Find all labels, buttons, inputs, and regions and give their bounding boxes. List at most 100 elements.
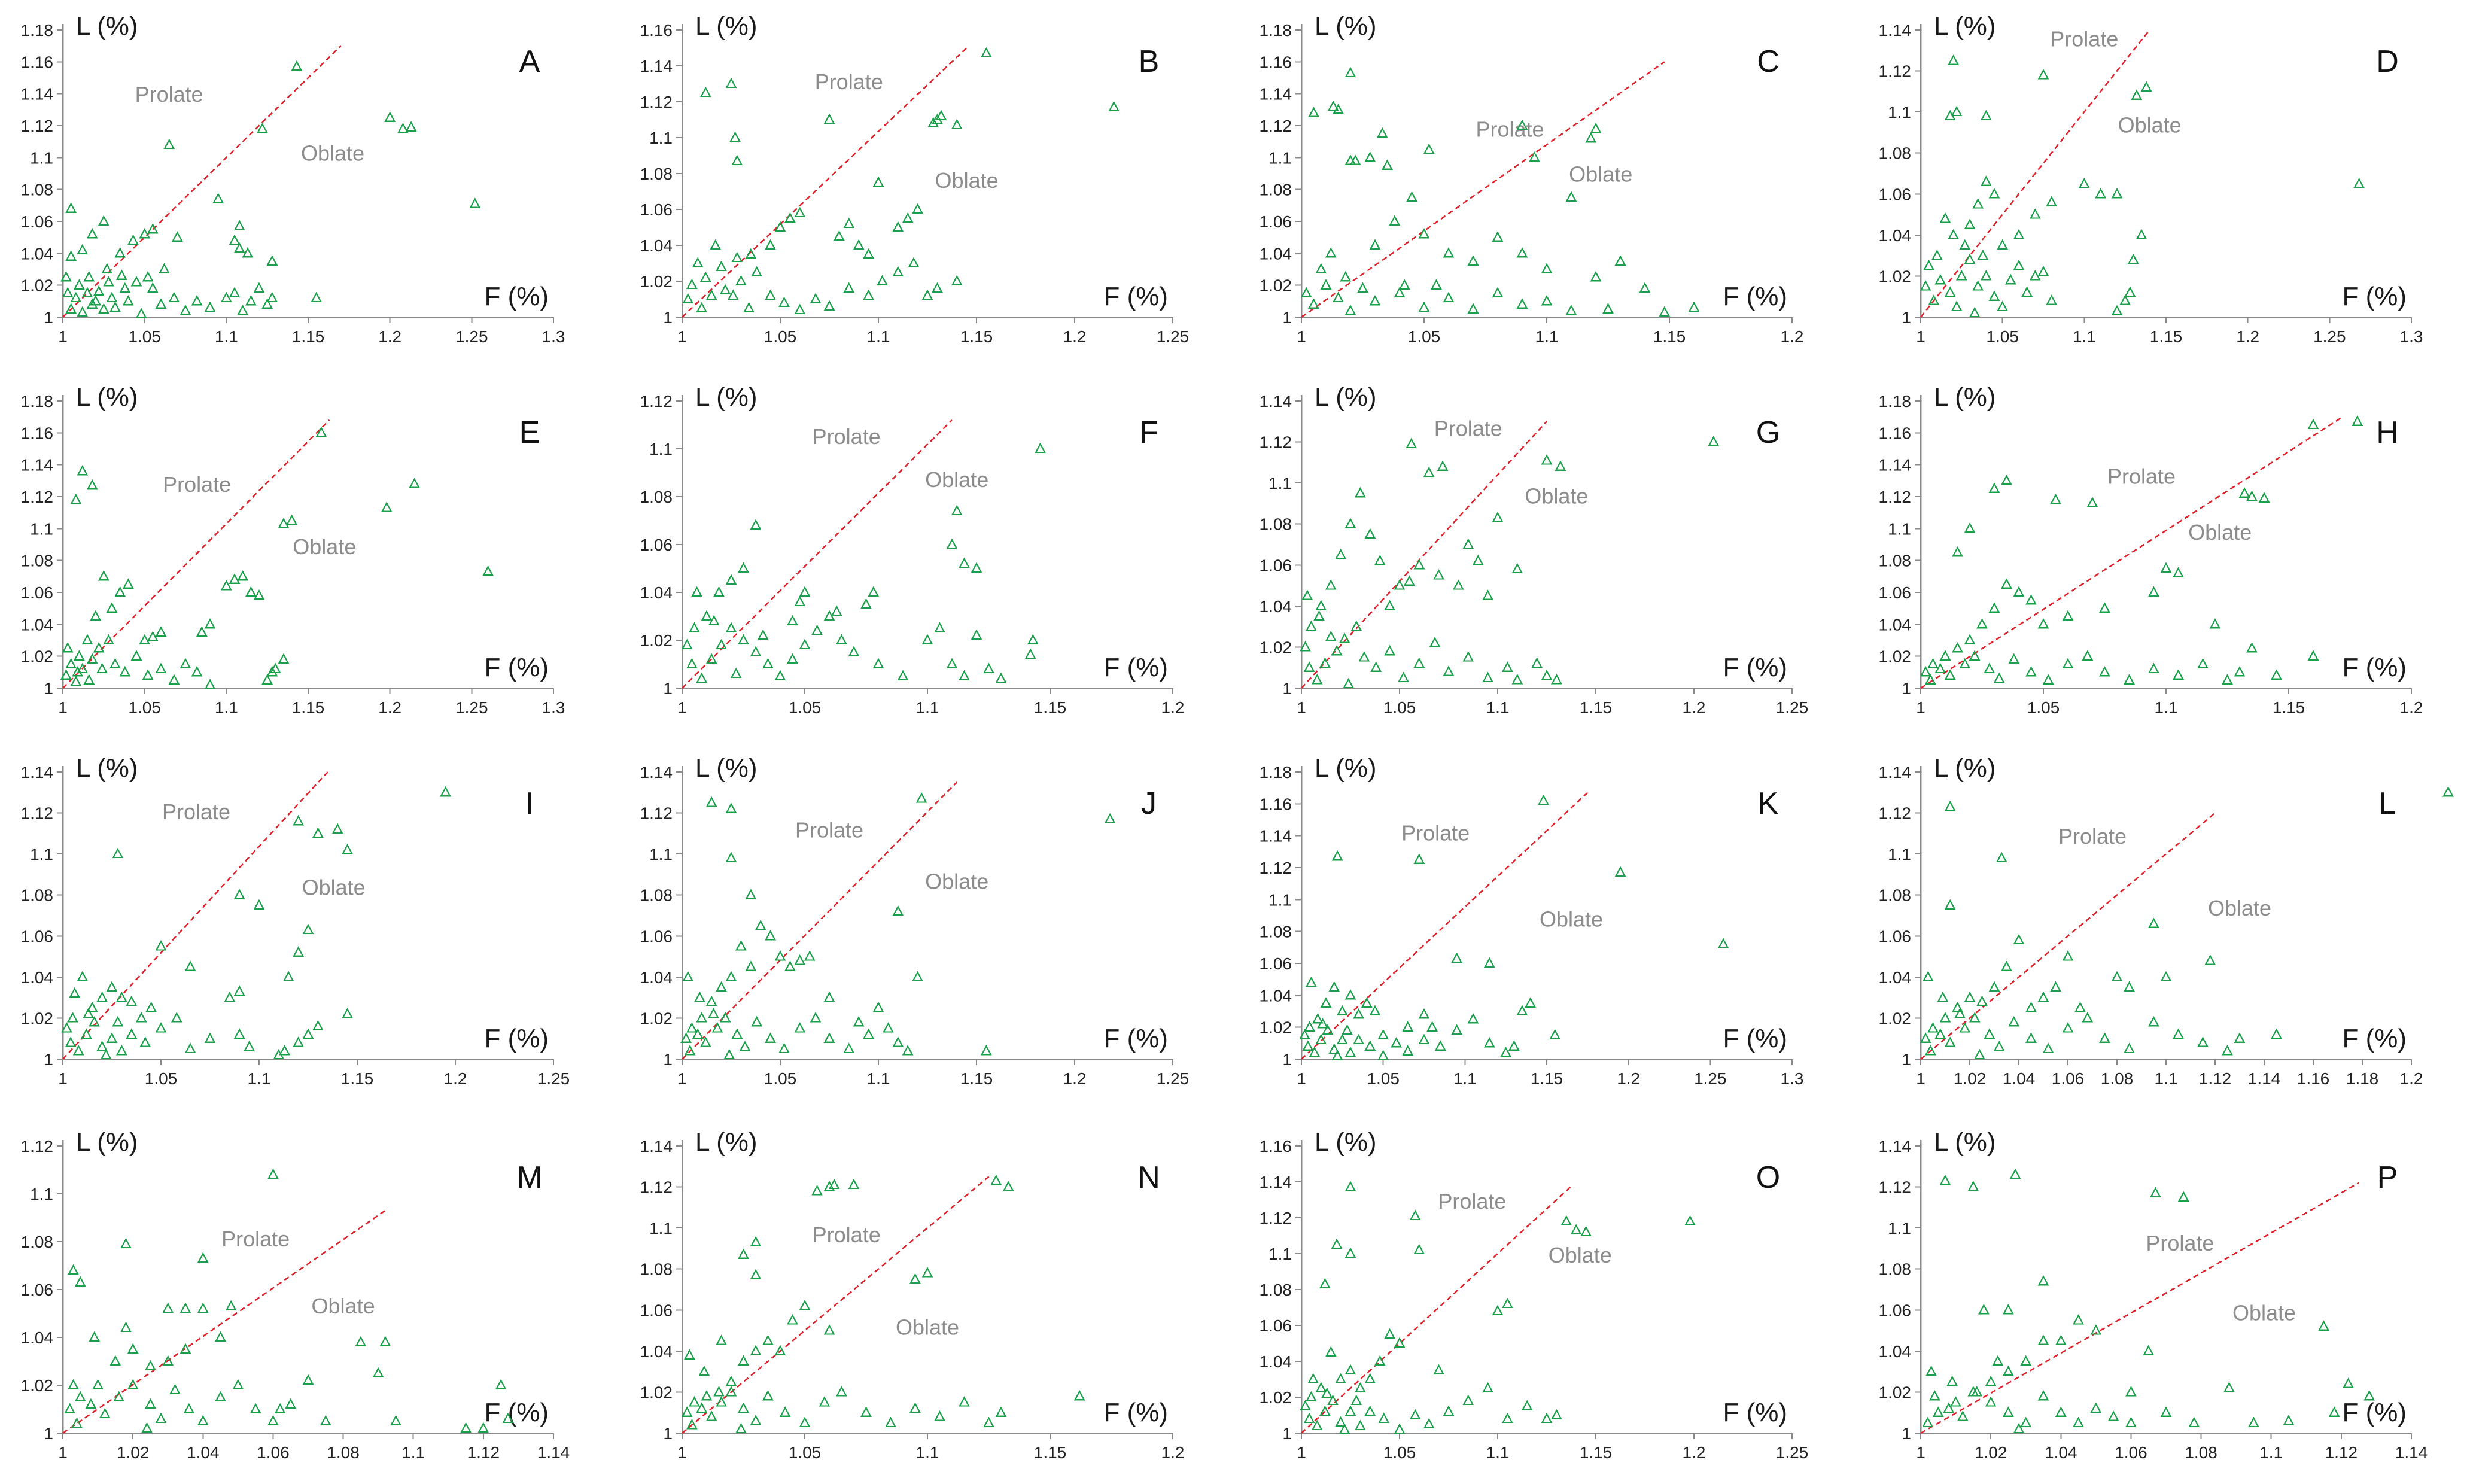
data-point <box>885 1416 896 1427</box>
data-point <box>65 303 77 314</box>
y-tick-label: 1.04 <box>1260 986 1292 1005</box>
data-point <box>1985 1375 1997 1386</box>
data-point <box>2124 286 2136 297</box>
data-point <box>834 230 845 241</box>
data-point <box>196 626 208 637</box>
data-point <box>220 580 232 591</box>
data-point <box>355 1336 367 1347</box>
data-point <box>2246 642 2258 653</box>
y-tick-label: 1.16 <box>640 21 673 39</box>
data-point <box>77 971 89 981</box>
x-tick-label: 1.1 <box>867 327 890 346</box>
data-point <box>237 305 249 315</box>
data-point <box>2197 658 2209 669</box>
data-point <box>65 202 77 213</box>
data-point <box>1521 1400 1533 1411</box>
data-points <box>60 60 481 318</box>
data-point <box>372 1367 384 1378</box>
data-point <box>2037 266 2049 276</box>
prolate-label: Prolate <box>815 69 883 94</box>
y-axis-title: L (%) <box>1934 753 1996 783</box>
data-point <box>2042 1042 2054 1053</box>
data-point <box>229 234 241 245</box>
data-point <box>1384 1328 1395 1339</box>
data-point <box>1977 249 1989 260</box>
divider-line <box>1920 812 2216 1060</box>
y-tick-label: 1.08 <box>21 181 54 199</box>
data-point <box>2124 674 2135 685</box>
data-point <box>725 622 737 633</box>
x-tick-label: 1.15 <box>1034 698 1067 717</box>
data-point <box>1988 482 2000 493</box>
data-point <box>2037 1389 2049 1401</box>
data-point <box>141 1422 153 1433</box>
y-tick-label: 1.18 <box>21 21 54 39</box>
data-point <box>2173 567 2184 578</box>
data-point <box>1302 1040 1314 1051</box>
data-point <box>1944 669 1956 680</box>
data-point <box>1988 290 2000 301</box>
y-tick-label: 1.12 <box>640 93 673 111</box>
data-point <box>1508 1040 1520 1051</box>
data-point <box>1541 670 1553 680</box>
y-tick-label: 1.18 <box>1260 21 1292 39</box>
y-tick-label: 1.14 <box>1260 85 1292 104</box>
panel-letter: B <box>1139 44 1160 79</box>
prolate-label: Prolate <box>1476 117 1544 142</box>
x-tick-label: 1.25 <box>1776 698 1809 717</box>
x-tick-label: 1.02 <box>1975 1443 2007 1462</box>
x-tick-label: 1.1 <box>215 698 238 717</box>
data-point <box>2020 1355 2032 1366</box>
data-point <box>1339 632 1350 643</box>
data-point <box>103 634 114 645</box>
oblate-label: Oblate <box>1525 483 1588 508</box>
data-point <box>77 306 89 317</box>
data-point <box>86 479 98 490</box>
data-point <box>799 1416 811 1427</box>
y-tick-label: 1.16 <box>1260 1137 1292 1155</box>
y-tick-label: 1.06 <box>1879 583 1912 602</box>
data-point <box>932 282 943 293</box>
data-point <box>71 1417 83 1428</box>
data-point <box>1361 997 1373 1008</box>
data-point <box>315 427 327 437</box>
y-tick-label: 1.14 <box>1879 21 1912 39</box>
y-tick-label: 1.04 <box>640 583 673 602</box>
x-tick-label: 1.15 <box>292 698 325 717</box>
y-tick-label: 1.1 <box>1269 474 1292 492</box>
panel-letter: L <box>2379 786 2396 821</box>
y-tick-label: 1.08 <box>21 886 54 905</box>
x-axis-title: F (%) <box>1723 653 1787 682</box>
data-point <box>1413 558 1425 570</box>
data-point <box>1964 218 1976 229</box>
data-point <box>89 1015 100 1027</box>
data-point <box>1565 191 1577 202</box>
data-point <box>1976 995 1988 1006</box>
data-point <box>1590 271 1602 282</box>
panel-i: 1 1.02 1.04 1.06 1.08 1.1 1.12 1.14 1 1.05 1.1 1.15… <box>21 753 570 1088</box>
data-point <box>1398 279 1410 290</box>
y-tick-label: 1.18 <box>21 392 54 410</box>
x-tick-label: 1 <box>1916 1069 1925 1088</box>
data-point <box>83 1008 94 1018</box>
data-points <box>681 1174 1085 1434</box>
data-point <box>2021 286 2033 297</box>
y-tick-label: 1.06 <box>1879 185 1912 203</box>
data-point <box>2442 786 2454 797</box>
data-point <box>1995 852 2007 863</box>
data-point <box>1344 518 1356 528</box>
data-point <box>98 570 109 581</box>
data-point <box>1959 658 1971 669</box>
data-point <box>2204 954 2216 965</box>
x-tick-label: 1.1 <box>215 327 238 346</box>
x-tick-label: 1 <box>58 327 68 346</box>
data-point <box>757 629 769 640</box>
panel-letter: G <box>1756 415 1780 450</box>
x-tick-label: 1 <box>58 1069 68 1088</box>
data-point <box>1322 1024 1334 1035</box>
data-point <box>1997 239 2009 250</box>
x-tick-label: 1.25 <box>1157 327 1190 346</box>
data-point <box>784 212 796 223</box>
data-point <box>1927 1022 1939 1033</box>
data-point <box>713 586 725 597</box>
